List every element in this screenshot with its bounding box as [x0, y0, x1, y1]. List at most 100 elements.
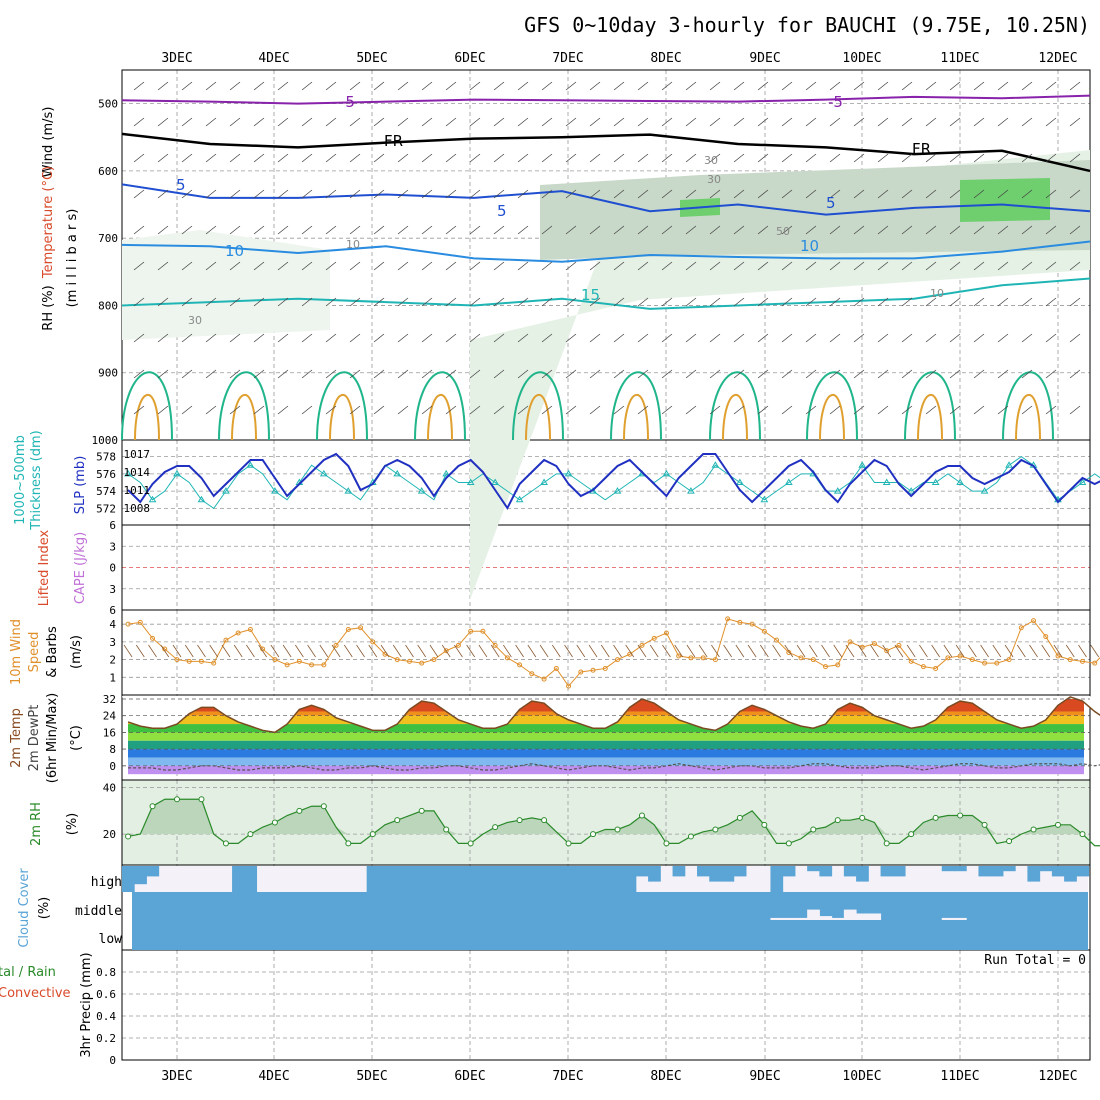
- cloud-high-bar: [599, 866, 612, 892]
- wind-barb: [1045, 189, 1057, 199]
- surface-barb: [1090, 644, 1100, 658]
- wind-barb: [925, 297, 937, 307]
- wind-barb: [1069, 153, 1081, 163]
- wind-barb: [709, 405, 721, 415]
- wind-barb: [469, 333, 481, 343]
- contour-label: 30: [188, 314, 202, 327]
- wind-barb: [301, 405, 313, 415]
- wind-barb: [205, 153, 217, 163]
- thickness-marker: [124, 469, 132, 477]
- wind-barb: [805, 189, 817, 199]
- rh-point: [320, 803, 327, 810]
- rh-point: [174, 796, 180, 803]
- label-precip-axis: 3hr Precip (mm): [79, 952, 94, 1057]
- cloud-middle-bar: [856, 913, 869, 920]
- thickness-tick: 574: [96, 485, 116, 498]
- wind-barb: [445, 297, 457, 307]
- surface-barb: [515, 644, 524, 658]
- rh-point: [369, 831, 376, 838]
- rh-shade: [540, 160, 1090, 260]
- wind-speed-point: [394, 657, 400, 663]
- wind-barb: [757, 369, 769, 379]
- surface-barb: [992, 644, 1002, 658]
- precip-tick: 0.2: [96, 1032, 116, 1045]
- wind-speed-point: [1092, 660, 1098, 666]
- surface-barb: [637, 644, 647, 658]
- tick-labels: 5006007008009001000572574576578100810111…: [92, 98, 151, 1067]
- wind-barb: [517, 153, 529, 163]
- thickness-marker: [393, 469, 402, 477]
- warm-contour: [806, 371, 858, 441]
- surface-barb: [649, 644, 659, 658]
- date-label-top: 8DEC: [650, 51, 681, 66]
- wind-barb: [277, 153, 289, 163]
- wind-barb: [373, 261, 385, 271]
- wind-barb: [565, 405, 577, 415]
- wind-speed-point: [639, 642, 645, 648]
- wind-barb: [661, 369, 673, 379]
- wind-barb: [1021, 81, 1033, 91]
- temp-band: [128, 749, 1084, 758]
- contour-label: 30: [707, 173, 721, 186]
- wind-barb: [469, 81, 481, 91]
- wind-barb: [949, 297, 961, 307]
- wind-barb: [853, 225, 865, 235]
- wind-barb: [757, 81, 769, 91]
- wind-speed-point: [150, 635, 156, 641]
- wind-speed-point: [712, 657, 718, 663]
- surface-barb: [576, 644, 586, 658]
- thickness-marker: [931, 478, 940, 485]
- thickness-marker: [540, 478, 548, 485]
- rh-point: [125, 833, 132, 840]
- surface-barb: [503, 644, 512, 658]
- wind-barb: [997, 81, 1009, 91]
- wind-barb: [829, 225, 841, 235]
- cloud-middle-bar: [843, 909, 857, 920]
- wind-barb: [373, 369, 385, 379]
- wind-barb: [181, 333, 193, 343]
- wind-barb: [661, 153, 673, 163]
- wind-barb: [853, 81, 865, 91]
- thickness-marker: [564, 469, 573, 477]
- lifted-tick: 0: [109, 562, 116, 575]
- wind-barb: [517, 297, 529, 307]
- temp-band: [128, 732, 1084, 741]
- cloud-high-bar: [648, 866, 661, 882]
- rh-point: [859, 814, 866, 821]
- wind-speed-point: [810, 657, 816, 663]
- wind-barb: [685, 369, 697, 379]
- contour-label: 5: [176, 176, 186, 194]
- wind-barb: [301, 81, 313, 91]
- cloud-high-bar: [513, 866, 527, 892]
- rh-point: [785, 840, 792, 847]
- wind-barb: [565, 117, 577, 127]
- wind-barb: [613, 405, 625, 415]
- contour-label: 30: [704, 154, 718, 167]
- wind-speed-point: [896, 642, 902, 648]
- wind-barb: [445, 189, 457, 199]
- wind-barb: [829, 189, 841, 199]
- wind-barb: [589, 189, 601, 199]
- wind-speed-point: [186, 658, 192, 664]
- lifted-tick: 3: [109, 583, 116, 596]
- wind-tick: 4: [109, 618, 116, 631]
- warm-contour: [623, 393, 649, 441]
- pressure-tick: 800: [98, 299, 118, 312]
- surface-barb: [625, 644, 635, 658]
- surface-barb: [1016, 644, 1026, 658]
- wind-barb: [565, 369, 577, 379]
- cloud-high-bar: [1039, 866, 1053, 872]
- wind-barb: [877, 261, 889, 271]
- wind-barb: [637, 369, 649, 379]
- wind-barb: [373, 189, 385, 199]
- wind-barb: [517, 225, 529, 235]
- wind-barb: [877, 333, 889, 343]
- pressure-tick: 500: [98, 98, 118, 111]
- surface-barb: [1053, 644, 1063, 658]
- wind-barb: [1021, 153, 1033, 163]
- wind-barb: [685, 405, 697, 415]
- wind-speed-point: [492, 642, 498, 648]
- wind-barb: [181, 153, 193, 163]
- wind-barb: [925, 333, 937, 343]
